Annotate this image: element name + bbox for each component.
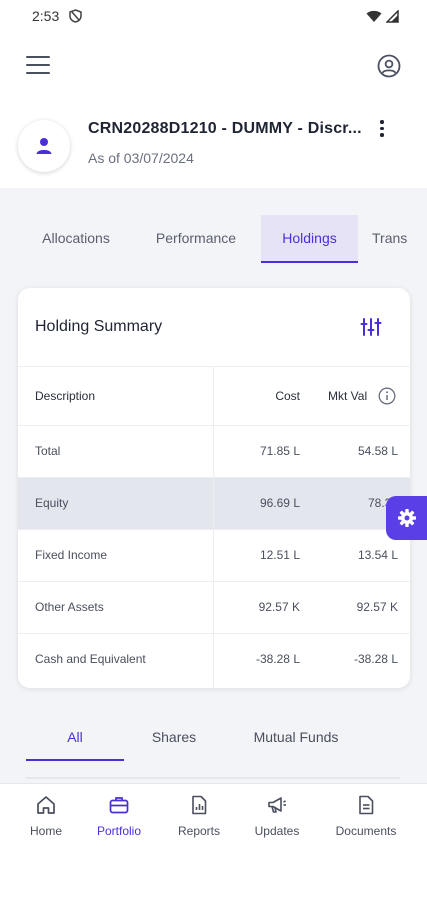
- more-options-icon[interactable]: [378, 120, 386, 140]
- nav-documents[interactable]: Documents: [330, 794, 402, 838]
- shield-icon: [69, 9, 82, 23]
- user-profile-icon[interactable]: [377, 54, 401, 78]
- main-tabs: Allocations Performance Holdings Trans: [0, 215, 427, 263]
- avatar: [18, 120, 70, 172]
- row-cost: -38.28 L: [255, 652, 300, 666]
- table-row[interactable]: Equity 96.69 L 78.39: [18, 478, 410, 530]
- settings-fab[interactable]: [386, 496, 427, 540]
- client-header: CRN20288D1210 - DUMMY - Discr... As of 0…: [0, 100, 427, 188]
- nav-updates-label: Updates: [254, 824, 300, 838]
- nav-portfolio-label: Portfolio: [96, 824, 142, 838]
- tab-allocations[interactable]: Allocations: [42, 230, 110, 246]
- row-cost: 12.51 L: [259, 548, 300, 562]
- wifi-icon: [366, 10, 382, 22]
- gear-icon: [397, 509, 416, 527]
- system-gesture-area: [0, 846, 427, 900]
- list-top-divider: [26, 777, 400, 779]
- megaphone-icon: [268, 797, 286, 813]
- filter-icon[interactable]: [360, 316, 382, 338]
- column-divider: [213, 366, 214, 688]
- row-description: Fixed Income: [35, 548, 108, 562]
- document-icon: [359, 795, 374, 815]
- table-header: Description Cost Mkt Val: [18, 366, 410, 426]
- nav-home[interactable]: Home: [22, 794, 70, 838]
- client-name[interactable]: CRN20288D1210 - DUMMY - Discr...: [88, 120, 362, 137]
- signal-icon: [386, 9, 399, 23]
- holding-summary-title: Holding Summary: [35, 318, 163, 335]
- report-icon: [192, 795, 207, 815]
- column-cost[interactable]: Cost: [275, 389, 300, 403]
- tab-performance[interactable]: Performance: [155, 230, 237, 246]
- briefcase-icon: [109, 797, 129, 814]
- row-cost: 92.57 K: [258, 600, 300, 614]
- nav-updates[interactable]: Updates: [248, 794, 306, 838]
- column-mkt-val[interactable]: Mkt Val: [328, 389, 368, 403]
- tab-mutual-funds[interactable]: Mutual Funds: [253, 729, 339, 745]
- bottom-navigation: Home Portfolio Reports Updates Documents: [0, 783, 427, 846]
- app-bar: [0, 40, 427, 92]
- table-row[interactable]: Total 71.85 L 54.58 L: [18, 426, 410, 478]
- holdings-filter-tabs: All Shares Mutual Funds: [0, 715, 427, 761]
- holding-summary-card: Holding Summary Description Cost Mkt Val…: [18, 288, 410, 688]
- row-description: Other Assets: [35, 600, 104, 614]
- status-time: 2:53: [32, 8, 60, 24]
- nav-reports[interactable]: Reports: [170, 794, 228, 838]
- row-description: Equity: [35, 496, 69, 510]
- column-description: Description: [35, 389, 96, 403]
- row-mkt-val: 54.58 L: [357, 444, 398, 458]
- status-bar: 2:53: [0, 0, 427, 32]
- row-mkt-val: 92.57 K: [356, 600, 398, 614]
- tab-shares[interactable]: Shares: [151, 729, 197, 745]
- tab-all[interactable]: All: [26, 715, 124, 761]
- table-row[interactable]: Cash and Equivalent -38.28 L -38.28 L: [18, 634, 410, 686]
- tab-holdings[interactable]: Holdings: [261, 215, 358, 263]
- info-icon[interactable]: [378, 387, 396, 405]
- row-cost: 96.69 L: [259, 496, 300, 510]
- tab-transactions[interactable]: Trans: [372, 230, 408, 246]
- nav-home-label: Home: [29, 824, 62, 838]
- nav-reports-label: Reports: [177, 824, 221, 838]
- nav-documents-label: Documents: [335, 824, 397, 838]
- nav-portfolio[interactable]: Portfolio: [89, 794, 149, 838]
- row-description: Total: [35, 444, 61, 458]
- table-row[interactable]: Other Assets 92.57 K 92.57 K: [18, 582, 410, 634]
- as-of-date: As of 03/07/2024: [88, 150, 194, 166]
- row-description: Cash and Equivalent: [35, 652, 146, 666]
- menu-icon[interactable]: [26, 56, 50, 76]
- row-cost: 71.85 L: [259, 444, 300, 458]
- table-row[interactable]: Fixed Income 12.51 L 13.54 L: [18, 530, 410, 582]
- row-mkt-val: -38.28 L: [353, 652, 398, 666]
- person-icon: [36, 138, 52, 154]
- row-mkt-val: 13.54 L: [357, 548, 398, 562]
- home-icon: [37, 796, 55, 814]
